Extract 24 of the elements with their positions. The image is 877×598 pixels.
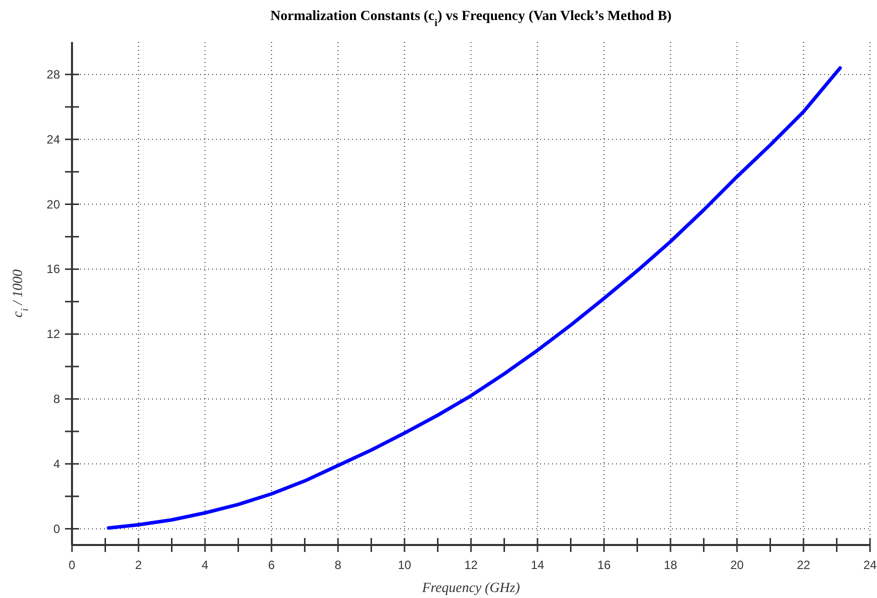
x-tick-label: 0	[68, 558, 76, 572]
x-tick-label: 16	[597, 558, 611, 572]
x-tick-label: 20	[730, 558, 744, 572]
x-tick-label: 12	[464, 558, 478, 572]
x-tick-label: 22	[796, 558, 810, 572]
chart-title: Normalization Constants (c$_{i}$) vs Frequency (Van Vleck’s Method B)	[270, 9, 672, 28]
y-tick-label: 20	[46, 197, 60, 212]
x-tick-label: 6	[268, 558, 276, 572]
y-tick-label: 4	[53, 456, 60, 471]
y-tick-label: 28	[46, 67, 60, 82]
y-tick-label: 12	[46, 327, 60, 342]
x-tick-label: 18	[664, 558, 678, 572]
y-tick-label: 24	[46, 132, 60, 146]
x-tick-label: 8	[334, 558, 342, 572]
y-tick-label: 16	[46, 262, 60, 276]
x-axis-title: Frequency (GHz)	[421, 581, 520, 596]
x-tick-label: 4	[202, 558, 209, 572]
x-tick-label: 14	[530, 558, 544, 572]
y-tick-label: 8	[53, 392, 60, 406]
x-tick-label: 10	[398, 558, 412, 572]
x-tick-label: 2	[135, 558, 142, 572]
line-series	[106, 66, 842, 530]
x-tick-label: 24	[863, 558, 877, 572]
y-tick-label: 0	[53, 522, 60, 536]
